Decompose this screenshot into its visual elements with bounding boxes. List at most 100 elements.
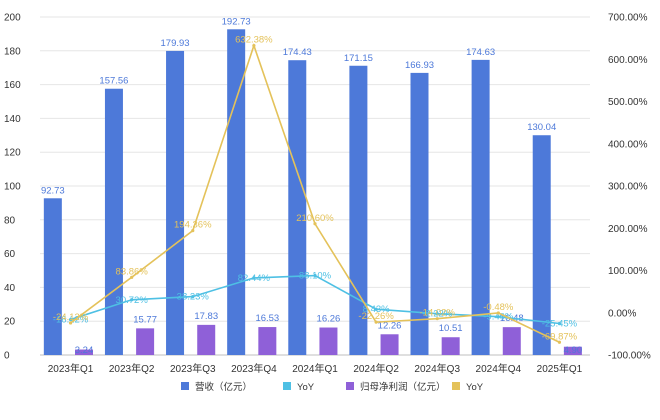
y-right-tick-label: 700.00% <box>608 13 648 24</box>
x-tick-label: 2023年Q3 <box>170 362 216 375</box>
revenue-bar <box>532 135 551 355</box>
net-profit-yoy-point <box>68 321 73 325</box>
legend-label: YoY <box>466 382 484 393</box>
y-right-tick-label: 300.00% <box>608 182 648 193</box>
y-right-tick-label: 0.00% <box>608 308 636 319</box>
x-tick-label: 2024年Q2 <box>353 362 399 375</box>
net-profit-yoy-label: -22.26% <box>358 311 394 322</box>
net-profit-bar <box>258 327 277 355</box>
y-left-tick-label: 140 <box>4 114 21 125</box>
revenue-yoy-label: -16.12% <box>53 315 89 326</box>
net-profit-bar-label: 4.90 <box>564 345 583 356</box>
revenue-yoy-label: 8.43% <box>363 304 390 315</box>
revenue-bar-label: 171.15 <box>344 53 373 64</box>
legend-label: YoY <box>297 382 315 393</box>
net-profit-bar <box>197 324 216 355</box>
net-profit-yoy-label: -14.02% <box>420 308 456 319</box>
net-profit-yoy-point <box>191 229 195 233</box>
revenue-yoy-point <box>130 298 134 302</box>
revenue-yoy-label: -2.22% <box>422 309 453 320</box>
revenue-yoy-point <box>191 294 195 299</box>
revenue-yoy-label: 88.10% <box>299 271 332 282</box>
net-profit-bar-label: 12.26 <box>378 320 402 331</box>
y-left-tick-label: 120 <box>4 148 21 159</box>
x-tick-label: 2023年Q4 <box>231 362 277 375</box>
net-profit-bar <box>75 349 93 355</box>
net-profit-bar-label: 3.24 <box>75 345 94 356</box>
net-profit-yoy-label: 194.36% <box>174 220 212 231</box>
revenue-bar-label: 174.63 <box>466 47 495 58</box>
y-right-tick-label: 400.00% <box>608 139 648 150</box>
legend-label: 营收（亿元） <box>195 381 252 393</box>
y-right-tick-label: 200.00% <box>608 224 648 235</box>
revenue-bar <box>471 59 490 355</box>
net-profit-yoy-point <box>252 43 256 48</box>
revenue-bar-label: 174.43 <box>283 47 312 58</box>
net-profit-yoy-point <box>313 222 317 226</box>
legend-swatch <box>346 382 354 390</box>
revenue-bar <box>288 60 307 356</box>
revenue-bar <box>43 198 62 355</box>
revenue-yoy-label: 38.23% <box>177 292 210 303</box>
y-right-tick-label: 100.00% <box>608 266 648 277</box>
revenue-bar <box>410 72 429 355</box>
net-profit-bar-label: 17.83 <box>194 311 218 322</box>
x-tick-label: 2023年Q1 <box>48 362 94 375</box>
y-right-tick-label: -100.00% <box>608 351 651 362</box>
net-profit-bar <box>380 334 399 355</box>
net-profit-yoy-label: -69.87% <box>542 331 578 342</box>
revenue-yoy-point <box>557 321 562 326</box>
net-profit-yoy-point <box>374 320 378 324</box>
y-left-tick-label: 40 <box>4 283 16 294</box>
net-profit-bar <box>441 337 460 355</box>
revenue-bar <box>166 50 185 355</box>
revenue-yoy-label: 30.72% <box>116 295 149 306</box>
net-profit-bar <box>319 327 338 355</box>
net-profit-bar-label: 10.51 <box>439 323 463 334</box>
net-profit-bar-label: 16.26 <box>317 314 341 325</box>
revenue-bar-label: 179.93 <box>161 38 190 49</box>
revenue-yoy-point <box>374 307 378 311</box>
net-profit-bar <box>502 327 521 355</box>
revenue-yoy-point <box>435 312 439 316</box>
legend-swatch <box>283 382 291 390</box>
revenue-yoy-label: 82.44% <box>238 273 271 284</box>
revenue-yoy-label: -25.45% <box>542 319 578 330</box>
x-tick-label: 2025年Q1 <box>537 362 583 375</box>
revenue-bar-label: 130.04 <box>527 122 556 133</box>
y-left-tick-label: 180 <box>4 46 21 57</box>
net-profit-bar <box>136 328 155 355</box>
revenue-yoy-label: -9.40% <box>483 312 514 323</box>
net-profit-yoy-label: 83.86% <box>116 266 149 277</box>
revenue-yoy-point <box>252 276 256 280</box>
y-left-tick-label: 80 <box>4 215 16 226</box>
revenue-bar <box>349 65 368 355</box>
y-left-tick-label: 100 <box>4 182 21 193</box>
y-left-tick-label: 160 <box>4 80 21 91</box>
y-left-tick-label: 200 <box>4 13 21 24</box>
y-right-tick-label: 500.00% <box>608 97 648 108</box>
x-tick-label: 2024年Q1 <box>292 362 338 375</box>
net-profit-yoy-point <box>130 275 134 279</box>
y-left-tick-label: 60 <box>4 249 16 260</box>
net-profit-bar-label: 16.53 <box>255 313 279 324</box>
net-profit-yoy-label: 632.38% <box>235 35 273 46</box>
legend-swatch <box>452 382 460 390</box>
revenue-bar-label: 192.73 <box>222 16 251 27</box>
net-profit-yoy-label: 210.60% <box>296 213 334 224</box>
net-profit-yoy-label: -0.48% <box>483 302 514 313</box>
net-profit-yoy-point <box>557 340 562 344</box>
legend-label: 归母净利润（亿元） <box>360 381 446 393</box>
net-profit-bar-label: 15.77 <box>133 314 157 325</box>
y-right-tick-label: 600.00% <box>608 55 648 66</box>
x-tick-label: 2024年Q3 <box>414 362 460 375</box>
revenue-yoy-point <box>313 273 317 278</box>
net-profit-yoy-point <box>496 311 500 315</box>
revenue-bar-label: 166.93 <box>405 60 434 71</box>
revenue-yoy-point <box>496 315 500 319</box>
y-left-tick-label: 20 <box>4 317 16 328</box>
net-profit-yoy-label: -24.12% <box>53 312 89 323</box>
y-left-tick-label: 0 <box>4 351 10 362</box>
